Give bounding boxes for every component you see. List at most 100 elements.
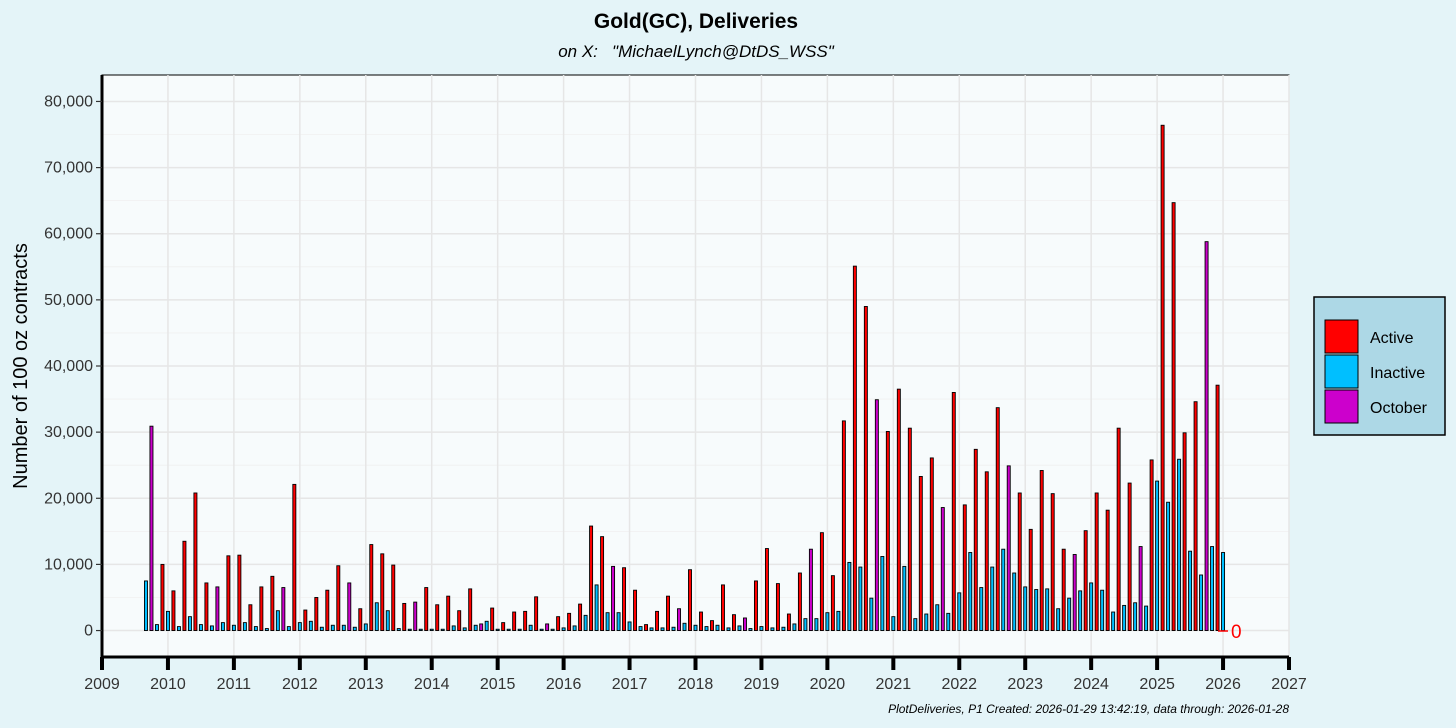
y-tick-label: 70,000	[44, 160, 93, 177]
bar-inactive	[1122, 604, 1127, 631]
bar-active	[1171, 202, 1176, 631]
bar-active	[644, 624, 649, 631]
x-tick-label: 2022	[941, 676, 977, 693]
bar-october	[742, 617, 747, 631]
bar-inactive	[407, 628, 412, 631]
bar-inactive	[759, 626, 764, 631]
y-tick-label: 20,000	[44, 490, 93, 507]
bar-active	[929, 457, 934, 631]
bar-october	[347, 582, 352, 631]
bar-active	[182, 540, 187, 631]
legend-swatch-october	[1324, 389, 1359, 424]
bar-active	[380, 553, 385, 631]
bar-inactive	[1177, 458, 1182, 631]
bar-active	[589, 525, 594, 631]
bar-active	[721, 584, 725, 631]
bar-active	[435, 604, 440, 631]
bar-active	[1061, 548, 1066, 631]
bar-active	[1094, 492, 1099, 631]
bar-active	[830, 575, 835, 631]
bar-inactive	[517, 628, 522, 631]
bar-inactive	[704, 626, 709, 631]
bar-active	[1215, 384, 1220, 631]
chart-caption: PlotDeliveries, P1 Created: 2026-01-29 1…	[888, 702, 1289, 716]
bar-inactive	[363, 623, 368, 631]
bar-active	[402, 602, 407, 631]
bars	[144, 124, 1226, 631]
bar-october	[545, 623, 550, 631]
bar-october	[677, 608, 681, 631]
bar-active	[951, 392, 956, 631]
bar-inactive	[187, 616, 192, 631]
bar-inactive	[913, 618, 918, 631]
bar-inactive	[627, 621, 632, 631]
bar-inactive	[682, 622, 687, 631]
bar-active	[501, 622, 506, 631]
bar-active	[391, 564, 396, 631]
bar-inactive	[462, 627, 467, 631]
bar-inactive	[154, 624, 159, 631]
y-axis-label: Number of 100 oz contracts	[10, 243, 32, 489]
bar-inactive	[484, 620, 489, 631]
bar-active	[1116, 427, 1121, 631]
bar-inactive	[561, 627, 566, 631]
bar-october	[215, 586, 220, 631]
bar-inactive	[946, 612, 951, 631]
x-tick-label: 2019	[744, 676, 780, 693]
bar-october	[479, 623, 484, 631]
bar-active	[424, 587, 429, 631]
bar-inactive	[308, 620, 313, 631]
bar-active	[1050, 493, 1055, 631]
bar-inactive	[1023, 586, 1028, 631]
bar-active	[1039, 470, 1044, 631]
bar-inactive	[594, 584, 599, 631]
bar-inactive	[649, 627, 654, 631]
bar-active	[1017, 492, 1022, 631]
legend-swatch-active	[1324, 319, 1359, 354]
bar-active	[622, 567, 627, 631]
bar-inactive	[1089, 582, 1094, 631]
bar-inactive	[1034, 589, 1039, 631]
bar-active	[699, 611, 703, 631]
legend-swatch-inactive	[1324, 354, 1359, 389]
x-tick-label: 2009	[84, 676, 120, 693]
bar-active	[237, 554, 242, 631]
bar-inactive	[253, 626, 258, 631]
bar-inactive	[275, 610, 280, 631]
bar-inactive	[1045, 588, 1050, 631]
x-tick-label: 2020	[810, 676, 846, 693]
bar-active	[1193, 401, 1198, 631]
bar-active	[1149, 459, 1154, 631]
x-tick-label: 2021	[876, 676, 912, 693]
bar-active	[270, 575, 275, 631]
bar-active	[490, 607, 495, 631]
bar-inactive	[1199, 574, 1204, 631]
x-tick-label: 2010	[150, 676, 186, 693]
bar-active	[710, 620, 714, 631]
bar-active	[797, 572, 802, 631]
x-tick-label: 2025	[1139, 676, 1175, 693]
bar-inactive	[209, 625, 214, 631]
bar-active	[764, 548, 769, 631]
bar-inactive	[715, 624, 720, 631]
bar-inactive	[638, 626, 643, 631]
bar-inactive	[385, 610, 390, 631]
bar-active	[259, 586, 264, 631]
bar-active	[995, 407, 1000, 631]
bar-active	[512, 611, 517, 631]
bar-inactive	[1100, 589, 1105, 631]
bar-active	[578, 603, 583, 631]
bar-inactive	[924, 613, 929, 631]
bar-inactive	[781, 626, 786, 631]
bar-inactive	[1133, 602, 1138, 631]
bar-active	[567, 612, 572, 631]
y-tick-label: 40,000	[44, 358, 93, 375]
bar-inactive	[726, 627, 731, 631]
x-tick-label: 2015	[480, 676, 516, 693]
bar-inactive	[1210, 546, 1215, 631]
bar-inactive	[902, 565, 907, 631]
bar-active	[303, 609, 308, 631]
bar-inactive	[990, 566, 995, 631]
bar-inactive	[528, 624, 533, 631]
